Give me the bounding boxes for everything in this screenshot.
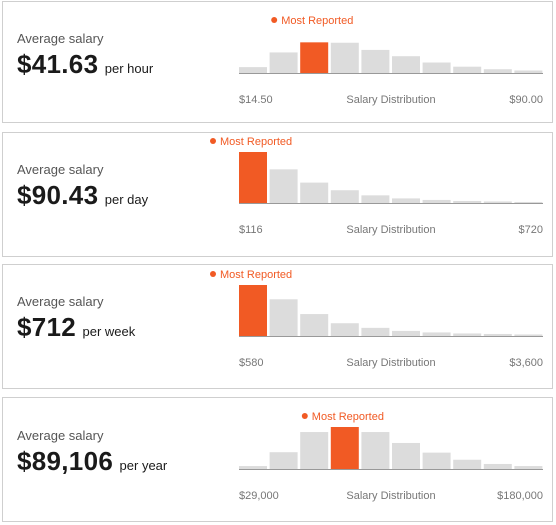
average-salary-label: Average salary xyxy=(17,31,104,46)
salary-amount: $712 xyxy=(17,312,77,342)
average-salary-label: Average salary xyxy=(17,428,104,443)
most-reported-dot xyxy=(301,413,308,419)
average-salary-value: $712 per week xyxy=(17,312,135,343)
histogram-bar xyxy=(392,56,420,73)
salary-histogram: Most Reported $116 Salary Distribution $720 xyxy=(210,136,543,236)
histogram-bar xyxy=(483,333,512,336)
most-reported-dot xyxy=(271,17,278,23)
average-salary-value: $41.63 per hour xyxy=(17,49,153,80)
axis-min-label: $116 xyxy=(239,224,263,236)
histogram-bar xyxy=(483,69,512,73)
distribution-label: Salary Distribution xyxy=(346,224,435,236)
salary-histogram: Most Reported $14.50 Salary Distribution $9… xyxy=(239,15,543,106)
salary-card-daily: Average salary $90.43 per day Most Repor… xyxy=(2,132,553,257)
salary-histogram: Most Reported $29,000 Salary Distribution $… xyxy=(239,411,543,502)
axis-max-label: $720 xyxy=(519,224,543,236)
histogram-bar xyxy=(269,452,298,469)
histogram-bar xyxy=(422,452,451,469)
salary-unit: per year xyxy=(119,458,168,473)
histogram-bar xyxy=(483,201,512,203)
histogram-bar xyxy=(330,42,359,73)
average-salary-value: $89,106 per year xyxy=(17,446,167,477)
salary-card-weekly: Average salary $712 per week Most Report… xyxy=(2,264,553,389)
histogram-bar xyxy=(269,52,298,73)
salary-amount: $41.63 xyxy=(17,49,99,79)
axis-min-label: $580 xyxy=(239,357,263,369)
histogram-bar xyxy=(239,466,267,469)
distribution-label: Salary Distribution xyxy=(346,357,435,369)
histogram-bar xyxy=(361,327,390,336)
histogram-bar xyxy=(392,330,420,336)
most-reported-label: Most Reported xyxy=(281,15,353,27)
distribution-label: Salary Distribution xyxy=(346,94,435,106)
histogram-bar xyxy=(514,70,543,73)
histogram-bar xyxy=(269,299,298,336)
histogram-bar-most-reported xyxy=(330,427,359,469)
histogram-bar xyxy=(453,200,482,203)
histogram-bar xyxy=(361,49,390,73)
histogram-bar xyxy=(392,442,420,469)
average-salary-label: Average salary xyxy=(17,294,104,309)
salary-card-hourly: Average salary $41.63 per hour Most Repo… xyxy=(2,1,553,123)
histogram-bar xyxy=(300,182,329,203)
axis-max-label: $90.00 xyxy=(509,94,543,106)
histogram-bar xyxy=(300,432,329,469)
histogram-bar xyxy=(422,332,451,336)
histogram-bar xyxy=(269,169,298,203)
average-salary-label: Average salary xyxy=(17,162,104,177)
histogram-bar-most-reported xyxy=(300,42,329,73)
histogram-bar xyxy=(422,199,451,203)
histogram-bar xyxy=(453,459,482,469)
salary-histogram: Most Reported $580 Salary Distribution $3,6… xyxy=(210,269,543,369)
distribution-label: Salary Distribution xyxy=(346,490,435,502)
histogram-bar xyxy=(361,432,390,469)
salary-unit: per day xyxy=(104,192,149,207)
histogram-bar xyxy=(330,323,359,336)
histogram-bar xyxy=(422,62,451,73)
average-salary-value: $90.43 per day xyxy=(17,180,148,211)
histogram-bar xyxy=(483,463,512,469)
histogram-bar xyxy=(361,195,390,203)
histogram-bar xyxy=(300,314,329,336)
salary-unit: per week xyxy=(82,324,136,339)
axis-max-label: $3,600 xyxy=(509,357,543,369)
histogram-bar xyxy=(239,67,267,73)
histogram-bar xyxy=(453,66,482,73)
salary-amount: $89,106 xyxy=(17,446,114,476)
most-reported-label: Most Reported xyxy=(220,136,292,148)
axis-max-label: $180,000 xyxy=(497,490,543,502)
histogram-bar xyxy=(514,466,543,469)
histogram-bar xyxy=(330,190,359,203)
salary-unit: per hour xyxy=(104,61,154,76)
histogram-bar xyxy=(453,333,482,336)
salary-amount: $90.43 xyxy=(17,180,99,210)
most-reported-dot xyxy=(210,138,216,144)
histogram-bar xyxy=(392,198,420,203)
histogram-bar xyxy=(514,334,543,336)
most-reported-label: Most Reported xyxy=(312,411,384,423)
most-reported-dot xyxy=(210,271,216,277)
histogram-bar-most-reported xyxy=(239,285,267,336)
axis-min-label: $14.50 xyxy=(239,94,273,106)
histogram-bar xyxy=(514,201,543,203)
histogram-bar-most-reported xyxy=(239,152,267,203)
most-reported-label: Most Reported xyxy=(220,269,292,281)
axis-min-label: $29,000 xyxy=(239,490,279,502)
salary-card-yearly: Average salary $89,106 per year Most Rep… xyxy=(2,397,553,522)
